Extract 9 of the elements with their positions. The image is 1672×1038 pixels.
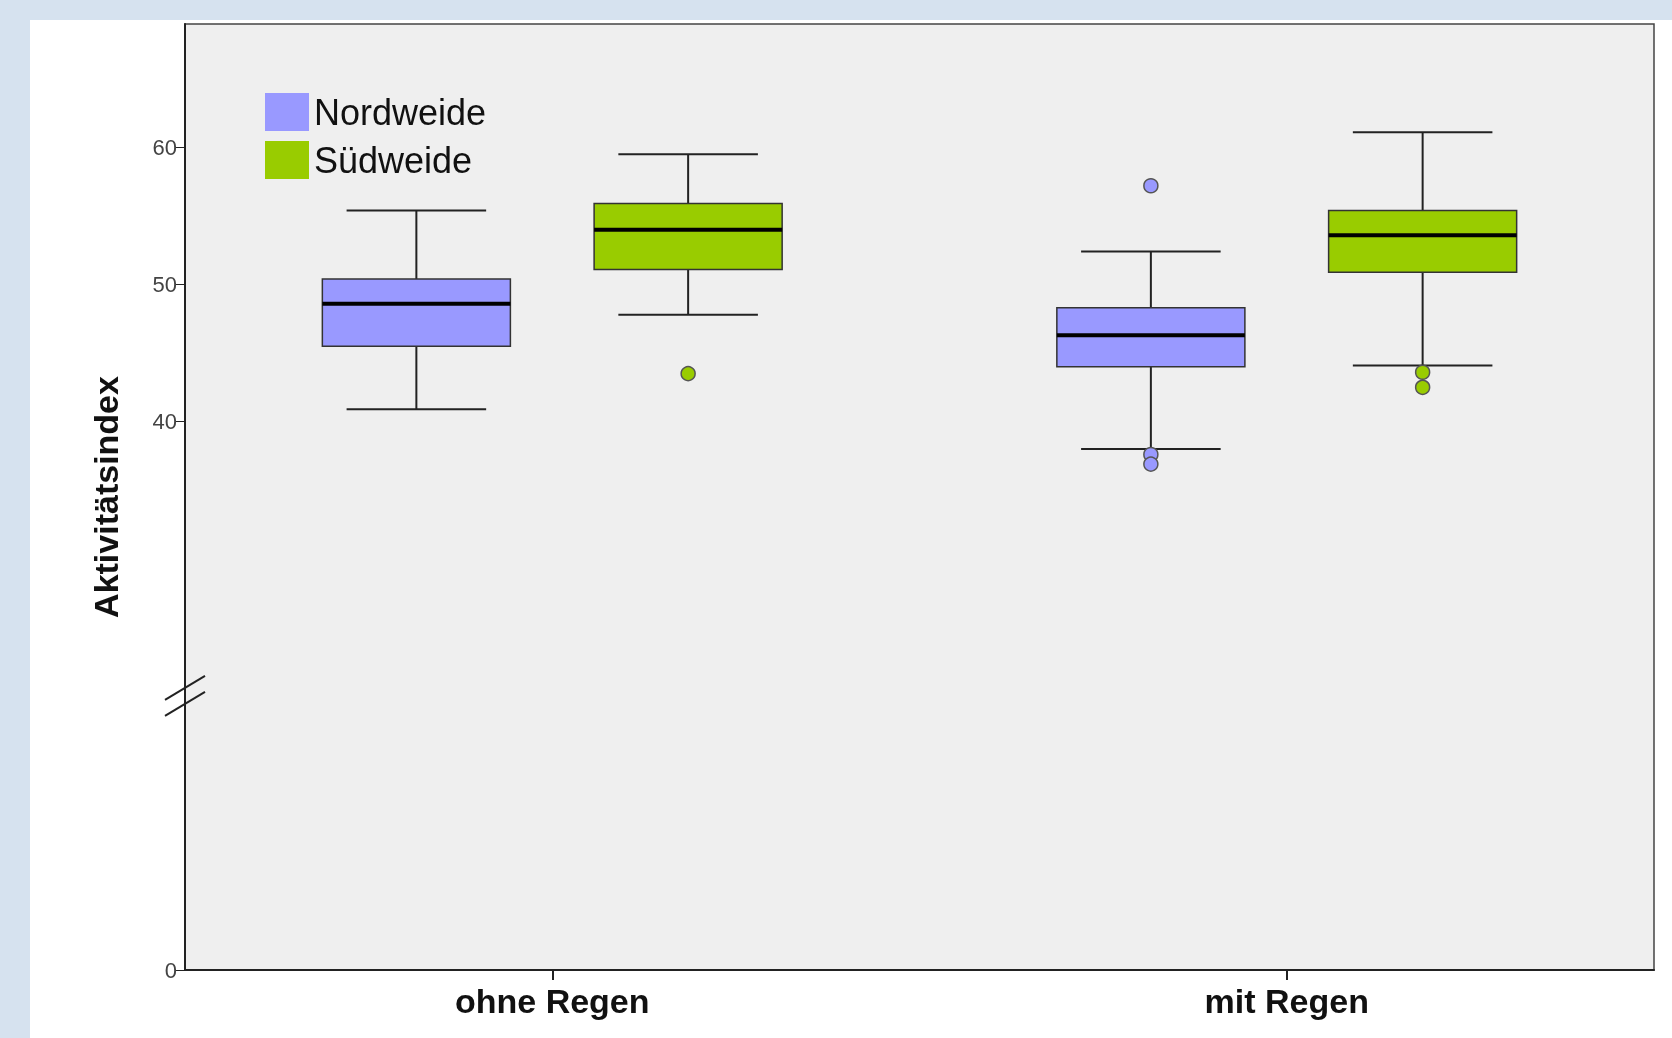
x-tick-label: mit Regen xyxy=(1204,982,1369,1020)
y-axis-title: Aktivitätsindex xyxy=(87,375,125,618)
y-tick-label: 0 xyxy=(164,957,177,983)
y-tick-label: 40 xyxy=(152,409,177,435)
x-tick-label: ohne Regen xyxy=(454,982,650,1020)
legend-label: Südweide xyxy=(314,139,473,181)
y-tick-label: 60 xyxy=(152,134,177,160)
y-tick-label: 50 xyxy=(152,271,177,297)
legend-label: Nordweide xyxy=(314,91,487,133)
